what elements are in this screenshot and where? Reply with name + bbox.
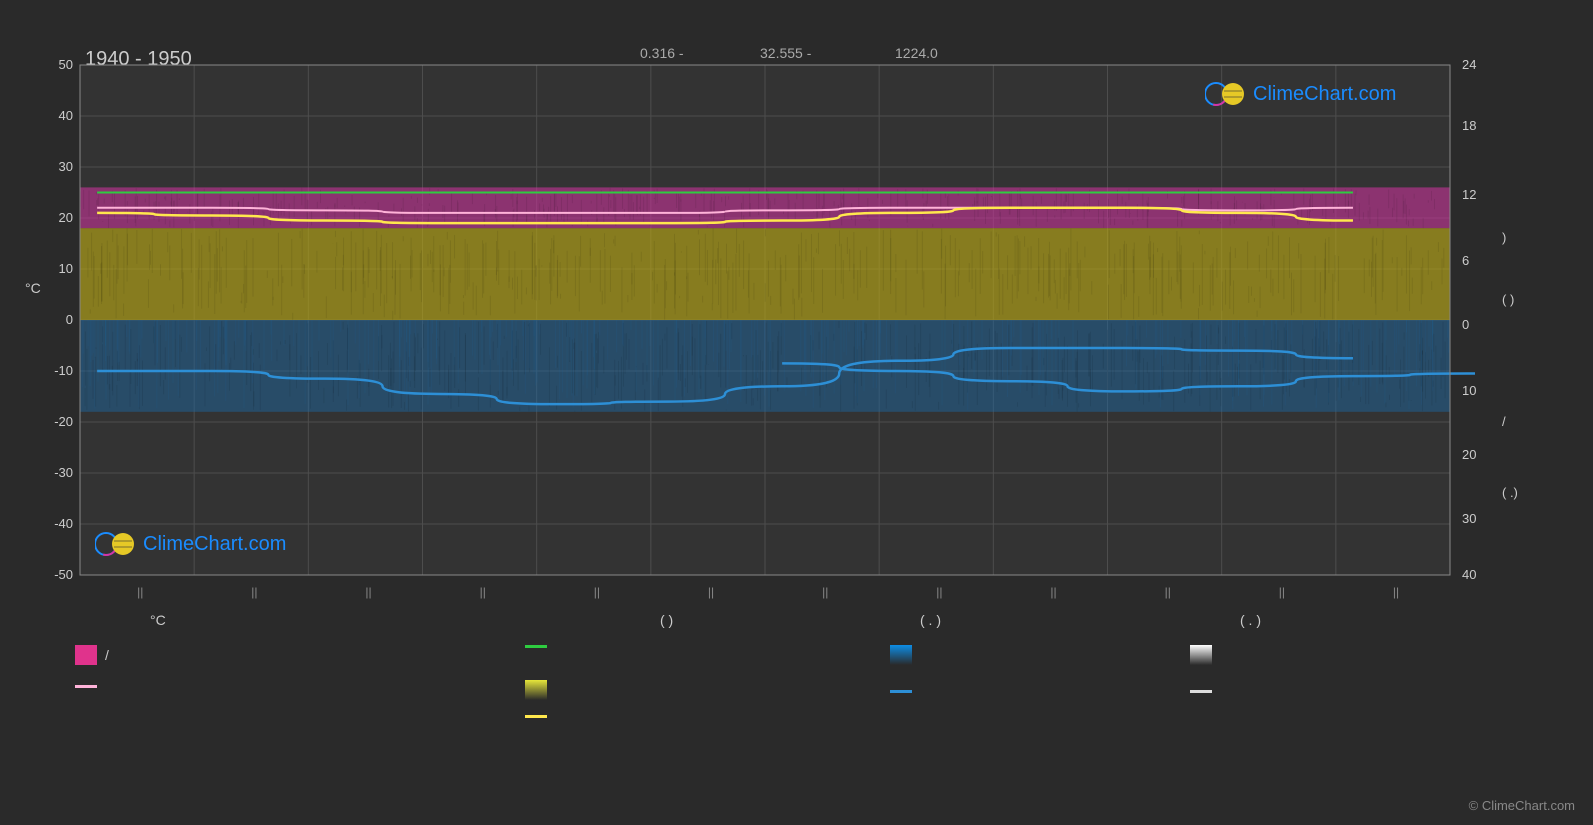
climate-chart — [75, 60, 1475, 605]
logo-icon — [95, 530, 137, 558]
legend-item — [1190, 690, 1220, 693]
y-left-tick: -50 — [33, 567, 73, 582]
legend-line-sample — [525, 715, 547, 718]
watermark-logo-1: ClimeChart.com — [95, 530, 286, 558]
x-tick: || — [822, 585, 828, 599]
y-left-tick: 0 — [33, 312, 73, 327]
y-left-tick: 50 — [33, 57, 73, 72]
x-tick: || — [365, 585, 371, 599]
legend-item: / — [75, 645, 109, 665]
legend-item — [525, 715, 555, 718]
logo-icon — [1205, 80, 1247, 108]
legend-line-sample — [525, 645, 547, 648]
legend-line-sample — [1190, 690, 1212, 693]
legend-swatch — [75, 645, 97, 665]
y-left-tick: -20 — [33, 414, 73, 429]
x-tick: || — [1050, 585, 1056, 599]
legend-swatch — [525, 680, 547, 700]
watermark-text: ClimeChart.com — [1253, 83, 1396, 106]
x-tick: || — [137, 585, 143, 599]
y-right-tick: 24 — [1462, 57, 1502, 72]
y-left-tick: 10 — [33, 261, 73, 276]
legend-item — [75, 685, 105, 688]
y-right-tick: 0 — [1462, 317, 1502, 332]
header-value-2: 32.555 - — [760, 45, 811, 61]
legend-header-2: ( ) — [660, 612, 673, 628]
x-tick: || — [1393, 585, 1399, 599]
watermark-text: ClimeChart.com — [143, 533, 286, 556]
x-tick: || — [594, 585, 600, 599]
legend-swatch — [890, 645, 912, 665]
legend-header-1: °C — [150, 612, 166, 628]
y-left-tick: -10 — [33, 363, 73, 378]
y-left-tick: -30 — [33, 465, 73, 480]
legend-item — [890, 645, 920, 665]
y-left-tick: 30 — [33, 159, 73, 174]
y-left-tick: 40 — [33, 108, 73, 123]
y-right-extra: / — [1502, 414, 1562, 429]
header-value-1: 0.316 - — [640, 45, 684, 61]
y-left-label: °C — [25, 280, 41, 296]
y-right-tick: 18 — [1462, 118, 1502, 133]
copyright-text: © ClimeChart.com — [1469, 798, 1575, 813]
legend-swatch — [1190, 645, 1212, 665]
watermark-logo-2: ClimeChart.com — [1205, 80, 1396, 108]
legend-item — [525, 645, 555, 648]
y-right-extra: ( ) — [1502, 292, 1562, 307]
legend-label: / — [105, 647, 109, 663]
y-right-tick: 12 — [1462, 187, 1502, 202]
y-left-tick: 20 — [33, 210, 73, 225]
x-tick: || — [251, 585, 257, 599]
y-right-extra: ) — [1502, 230, 1562, 245]
header-value-3: 1224.0 — [895, 45, 938, 61]
legend-item — [890, 690, 920, 693]
x-tick: || — [1165, 585, 1171, 599]
y-right-tick: 20 — [1462, 447, 1502, 462]
y-right-tick: 10 — [1462, 383, 1502, 398]
y-right-tick: 30 — [1462, 511, 1502, 526]
legend-header-3: ( . ) — [920, 612, 941, 628]
y-right-extra: ( .) — [1502, 485, 1562, 500]
y-left-tick: -40 — [33, 516, 73, 531]
y-right-tick: 40 — [1462, 567, 1502, 582]
legend-item — [525, 680, 555, 700]
legend-header-4: ( . ) — [1240, 612, 1261, 628]
legend-item — [1190, 645, 1220, 665]
y-right-tick: 6 — [1462, 253, 1502, 268]
legend-line-sample — [890, 690, 912, 693]
x-tick: || — [480, 585, 486, 599]
x-tick: || — [1279, 585, 1285, 599]
x-tick: || — [708, 585, 714, 599]
x-tick: || — [936, 585, 942, 599]
legend-line-sample — [75, 685, 97, 688]
